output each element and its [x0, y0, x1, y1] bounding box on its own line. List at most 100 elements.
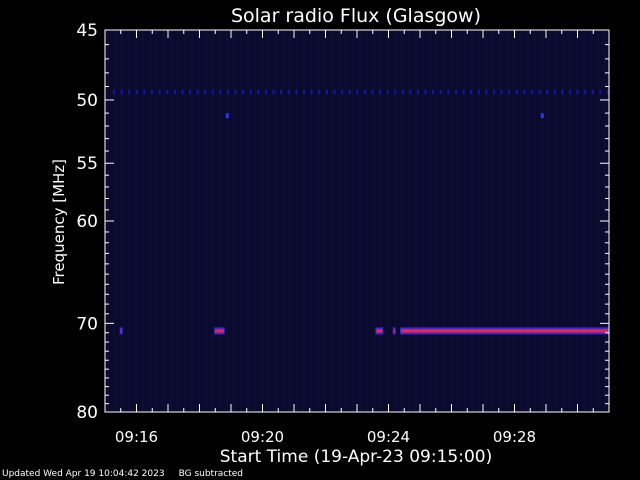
burst-mark	[225, 113, 229, 119]
interference-dot	[166, 89, 169, 95]
spectrogram-texture	[366, 30, 368, 412]
interference-dot	[249, 89, 252, 95]
footer: Updated Wed Apr 19 10:04:42 2023 BG subtr…	[2, 469, 257, 479]
burst-core	[376, 329, 383, 333]
spectrogram-texture	[212, 30, 214, 412]
interference-dot	[204, 89, 207, 95]
y-axis-label: Frequency [MHz]	[50, 159, 68, 285]
burst-core	[215, 329, 224, 333]
x-tick-label: 09:24	[367, 428, 410, 446]
spectrogram-texture	[576, 30, 578, 412]
interference-dot	[576, 89, 579, 95]
spectrogram-texture	[597, 30, 599, 412]
spectrogram-texture	[296, 30, 298, 412]
interference-dot	[493, 89, 495, 95]
spectrogram-texture	[247, 30, 249, 412]
interference-dot	[363, 89, 366, 95]
x-tick-label: 09:28	[493, 428, 536, 446]
interference-dot	[455, 89, 457, 95]
interference-dot	[341, 89, 343, 95]
spectrogram-texture	[506, 30, 508, 412]
spectrogram-texture	[499, 30, 501, 412]
spectrogram-texture	[345, 30, 347, 412]
interference-dot	[120, 89, 123, 95]
spectrogram-texture	[408, 30, 410, 412]
x-tick-label: 09:16	[115, 428, 158, 446]
spectrogram-texture	[254, 30, 256, 412]
interference-dot	[569, 89, 571, 95]
spectrogram-texture	[541, 30, 543, 412]
interference-dot	[500, 89, 503, 95]
interference-dot	[401, 89, 404, 95]
spectrogram-texture	[226, 30, 228, 412]
spectrogram-texture	[583, 30, 585, 412]
interference-dot	[470, 89, 473, 95]
spectrogram-texture	[135, 30, 137, 412]
spectrogram-texture	[121, 30, 123, 412]
spectrogram-texture	[415, 30, 417, 412]
spectrogram-texture	[128, 30, 130, 412]
spectrogram-texture	[352, 30, 354, 412]
plot-area	[105, 30, 609, 412]
spectrogram-texture	[464, 30, 466, 412]
spectrogram-texture	[520, 30, 522, 412]
spectrogram-texture	[268, 30, 270, 412]
spectrogram-texture	[114, 30, 116, 412]
axis-ticks: 45 50 55 60 70 80 09:16 09:20 09:24 09:28	[76, 21, 610, 446]
interference-dot	[143, 89, 146, 95]
interference-dot	[356, 89, 359, 95]
burst-mark	[540, 113, 544, 119]
spectrogram-texture	[324, 30, 326, 412]
interference-dot	[394, 89, 397, 95]
spectrogram-texture	[289, 30, 291, 412]
interference-dot	[371, 89, 374, 95]
interference-dot	[553, 89, 556, 95]
interference-dot	[310, 89, 313, 95]
interference-dot	[508, 89, 511, 95]
interference-dot	[333, 89, 336, 95]
interference-dot	[424, 89, 427, 95]
spectrogram-texture	[198, 30, 200, 412]
interference-dot	[113, 89, 115, 95]
interference-dot	[189, 89, 191, 95]
interference-dot	[584, 89, 587, 95]
spectrogram-texture	[590, 30, 592, 412]
spectrogram-texture	[513, 30, 515, 412]
spectrogram-texture	[177, 30, 179, 412]
spectrogram-texture	[191, 30, 193, 412]
interference-dot	[196, 89, 199, 95]
interference-dot	[227, 89, 229, 95]
interference-dot	[485, 89, 488, 95]
interference-dot	[280, 89, 283, 95]
interference-dot	[318, 89, 321, 95]
spectrogram-texture	[338, 30, 340, 412]
y-tick-label: 50	[76, 91, 98, 111]
spectrogram-texture	[184, 30, 186, 412]
interference-dot	[272, 89, 275, 95]
y-tick-label: 70	[76, 314, 98, 334]
burst-core	[393, 329, 395, 333]
spectrogram-texture	[310, 30, 312, 412]
burst-core	[120, 329, 122, 333]
spectrogram-texture	[170, 30, 172, 412]
interference-dot	[219, 89, 222, 95]
spectrogram-texture	[548, 30, 550, 412]
interference-dot	[531, 89, 533, 95]
interference-dot	[128, 89, 131, 95]
spectrogram-texture	[282, 30, 284, 412]
spectrogram-texture	[156, 30, 158, 412]
spectrogram-texture	[303, 30, 305, 412]
spectrogram-texture	[359, 30, 361, 412]
interference-dot	[538, 89, 541, 95]
spectrogram-texture	[142, 30, 144, 412]
y-tick-label: 45	[76, 21, 98, 41]
interference-dot	[546, 89, 549, 95]
y-tick-label: 80	[76, 403, 98, 423]
spectrogram-texture	[492, 30, 494, 412]
chart-title: Solar radio Flux (Glasgow)	[231, 5, 481, 27]
spectrogram-texture	[394, 30, 396, 412]
interference-dot	[591, 89, 594, 95]
spectrogram-background	[105, 30, 609, 412]
x-tick-label: 09:20	[241, 428, 284, 446]
interference-dot	[257, 89, 260, 95]
